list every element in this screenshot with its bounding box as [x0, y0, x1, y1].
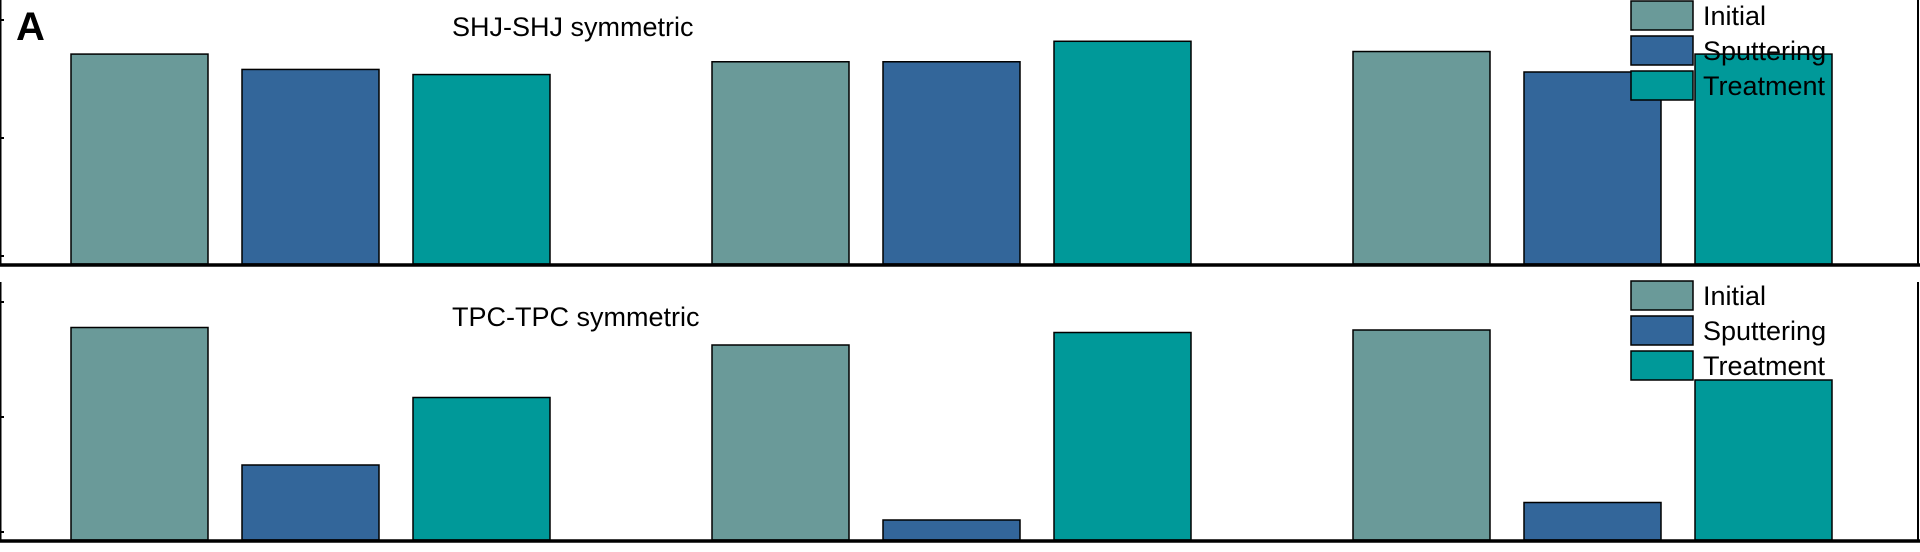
bar-treatment-group-3	[1694, 53, 1833, 265]
legend-swatch-sputtering	[1630, 315, 1694, 346]
legend-label-sputtering: Sputtering	[1703, 316, 1826, 346]
legend: Initial Sputtering Treatment	[1630, 0, 1826, 101]
legend: Initial Sputtering Treatment	[1630, 280, 1826, 381]
legend-label-treatment: Treatment	[1703, 71, 1826, 101]
bar-sputtering-group-1	[241, 68, 380, 265]
bar-initial-group-3	[1352, 50, 1491, 265]
legend-label-treatment: Treatment	[1703, 351, 1826, 381]
bar-initial-group-1	[70, 326, 209, 541]
legend-swatch-treatment	[1630, 350, 1694, 381]
bar-treatment-group-3	[1694, 379, 1833, 541]
bar-treatment-group-2	[1053, 40, 1192, 265]
bar-sputtering-group-2	[882, 61, 1021, 265]
bar-initial-group-1	[70, 53, 209, 265]
legend-label-initial: Initial	[1703, 1, 1766, 31]
legend-swatch-initial	[1630, 0, 1694, 31]
legend-label-sputtering: Sputtering	[1703, 36, 1826, 66]
bar-sputtering-group-3	[1523, 71, 1662, 265]
bar-sputtering-group-3	[1523, 501, 1662, 541]
bar-sputtering-group-1	[241, 464, 380, 541]
chart-panel-1: SHJ-SHJ symmetric Initial Sputtering Treatm…	[0, 0, 1920, 267]
legend-label-initial: Initial	[1703, 281, 1766, 311]
bar-initial-group-3	[1352, 329, 1491, 541]
chart-panel-2: TPC-TPC symmetric Initial Sputtering Treatm…	[0, 280, 1920, 543]
legend-swatch-initial	[1630, 280, 1694, 311]
bar-treatment-group-1	[412, 396, 551, 541]
legend-swatch-treatment	[1630, 70, 1694, 101]
bar-initial-group-2	[711, 344, 850, 541]
bar-treatment-group-2	[1053, 331, 1192, 541]
bar-sputtering-group-2	[882, 519, 1021, 541]
bar-treatment-group-1	[412, 73, 551, 265]
legend-swatch-sputtering	[1630, 35, 1694, 66]
bar-initial-group-2	[711, 61, 850, 265]
chart-title: SHJ-SHJ symmetric	[452, 12, 694, 42]
chart-title: TPC-TPC symmetric	[452, 302, 699, 332]
panel-label: A	[16, 5, 45, 49]
